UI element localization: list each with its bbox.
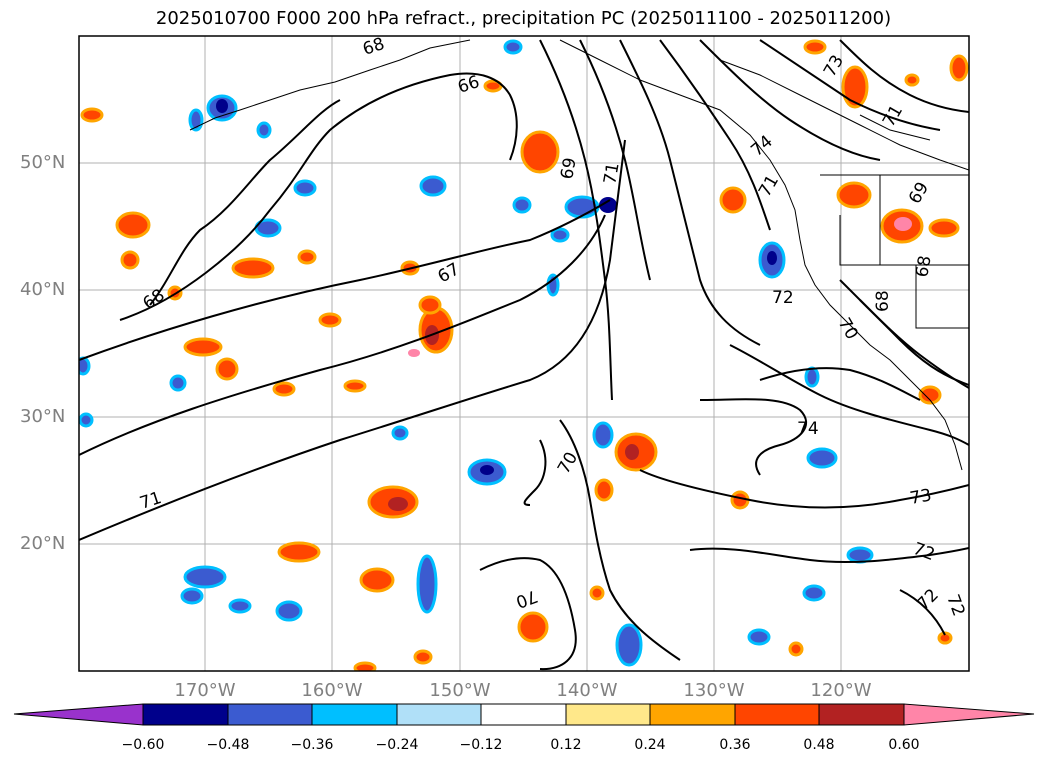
colorbar-swatch <box>311 703 398 726</box>
lon-label-160w: 160°W <box>301 680 363 701</box>
colorbar-swatch <box>565 703 651 726</box>
contour-label: 73 <box>908 485 933 508</box>
coastlines <box>189 39 969 471</box>
lat-label-20n: 20°N <box>20 533 66 554</box>
colorbar-swatch <box>396 703 482 726</box>
lon-label-130w: 130°W <box>683 680 745 701</box>
lat-label-40n: 40°N <box>20 279 66 300</box>
lat-label-30n: 30°N <box>20 406 66 427</box>
lon-label-120w: 120°W <box>810 680 872 701</box>
chart-title: 2025010700 F000 200 hPa refract., precip… <box>155 8 892 29</box>
refractivity-contours <box>79 39 969 671</box>
colorbar-swatch <box>480 703 567 726</box>
colorbar-tick: −0.36 <box>290 737 334 753</box>
lon-label-150w: 150°W <box>429 680 491 701</box>
lon-label-140w: 140°W <box>556 680 618 701</box>
lat-label-50n: 50°N <box>20 152 66 173</box>
colorbar-swatch <box>818 703 905 726</box>
contour-label: 69 <box>557 156 580 181</box>
colorbar-swatch <box>227 703 313 726</box>
colorbar-swatch <box>734 703 820 726</box>
contour-label: 68 <box>360 34 387 60</box>
colorbar-tick: −0.24 <box>375 737 419 753</box>
colorbar-tick: −0.48 <box>206 737 250 753</box>
colorbar-tick: 0.36 <box>719 737 751 753</box>
map-frame <box>78 35 970 672</box>
contour-label: 68 <box>873 290 893 312</box>
colorbar-tick: −0.12 <box>459 737 503 753</box>
colorbar-swatch <box>142 703 229 726</box>
lon-label-170w: 170°W <box>174 680 236 701</box>
colorbar-tick: 0.24 <box>634 737 666 753</box>
contour-label: 72 <box>772 288 794 308</box>
contour-label: 68 <box>912 254 935 279</box>
colorbar <box>13 703 1035 726</box>
colorbar-tick: 0.60 <box>888 737 920 753</box>
colorbar-tick: 0.12 <box>550 737 582 753</box>
precipitation-anomaly-fill <box>79 39 969 671</box>
colorbar-overflow-arrow <box>903 703 1035 726</box>
colorbar-swatch <box>649 703 736 726</box>
contour-label: 74 <box>797 419 819 439</box>
colorbar-tick: −0.60 <box>121 737 165 753</box>
contour-label: 71 <box>600 161 623 186</box>
colorbar-tick: 0.48 <box>803 737 835 753</box>
colorbar-underflow-arrow <box>13 703 144 726</box>
